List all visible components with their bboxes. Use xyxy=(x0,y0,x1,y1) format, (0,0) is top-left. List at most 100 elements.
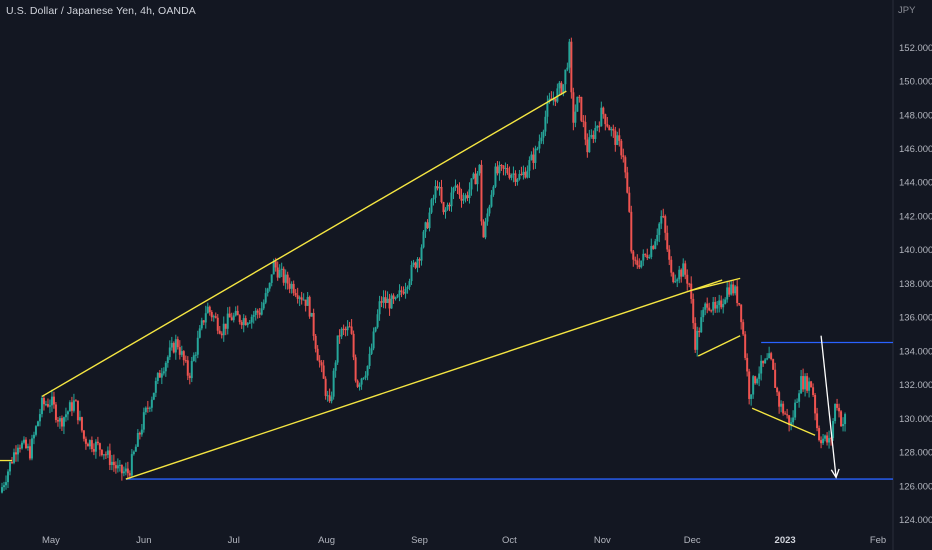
candle-body xyxy=(128,473,131,476)
candle-body xyxy=(646,255,649,258)
candle-body xyxy=(264,293,267,303)
candle-body xyxy=(150,399,153,408)
candle-body xyxy=(226,313,229,329)
candle-body xyxy=(174,339,177,353)
candle-body xyxy=(652,245,655,249)
symbol-title: U.S. Dollar / Japanese Yen, 4h, OANDA xyxy=(6,5,196,17)
candle-body xyxy=(356,380,359,387)
candle-body xyxy=(448,204,451,207)
candle-body xyxy=(566,67,569,70)
candle-body xyxy=(776,387,779,393)
candle-body xyxy=(486,213,489,222)
candle-body xyxy=(74,400,77,402)
candle-body xyxy=(62,417,65,427)
candle-body xyxy=(142,412,145,430)
candle-body xyxy=(604,114,607,125)
candle-body xyxy=(712,301,715,311)
candle-body xyxy=(728,287,731,295)
candle-body xyxy=(478,164,481,174)
candle-body xyxy=(0,487,3,493)
candle-body xyxy=(418,259,421,261)
candle-body xyxy=(516,179,519,182)
flag1-bottom-line xyxy=(697,335,741,357)
candle-body xyxy=(602,107,605,115)
candle-body xyxy=(594,127,597,140)
candle-body xyxy=(64,414,67,418)
candle-body xyxy=(494,166,497,187)
candle-body xyxy=(82,430,85,439)
candle-body xyxy=(790,422,793,426)
candle-body xyxy=(336,335,339,363)
candle-body xyxy=(392,295,395,299)
candle-body xyxy=(154,380,157,393)
candle-body xyxy=(296,295,299,299)
candle-body xyxy=(630,211,633,252)
candle-body xyxy=(378,301,381,315)
candle-body xyxy=(346,326,349,331)
candle-body xyxy=(388,298,391,309)
candle-body xyxy=(246,323,249,326)
candle-body xyxy=(288,283,291,289)
candle-body xyxy=(470,178,473,190)
projection-arrow xyxy=(820,335,837,478)
candle-body xyxy=(236,310,239,316)
flag1-top-line xyxy=(692,277,741,291)
candle-body xyxy=(738,303,741,305)
candle-body xyxy=(634,259,637,261)
candle-body xyxy=(606,124,609,127)
candle-body xyxy=(328,395,331,402)
candle-body xyxy=(598,125,601,127)
candle-body xyxy=(842,424,845,427)
candle-body xyxy=(496,166,499,174)
candle-body xyxy=(586,139,589,153)
candle-body xyxy=(108,450,111,465)
candle-body xyxy=(424,222,427,232)
candle-body xyxy=(800,376,803,394)
candle-body xyxy=(556,88,559,102)
candle-body xyxy=(690,283,693,299)
candle-body xyxy=(578,96,581,98)
x-tick-label: May xyxy=(42,535,60,546)
candle-body xyxy=(672,272,675,282)
candle-body xyxy=(522,171,525,175)
candle-body xyxy=(158,372,161,378)
candle-body xyxy=(354,357,357,381)
candle-body xyxy=(554,98,557,102)
candle-body xyxy=(798,393,801,402)
candle-body xyxy=(232,315,235,321)
candle-body xyxy=(614,130,617,145)
candle-body xyxy=(760,360,763,374)
candle-body xyxy=(472,173,475,179)
candle-body xyxy=(32,434,35,439)
candle-body xyxy=(420,247,423,261)
candle-body xyxy=(196,337,199,355)
candle-body xyxy=(298,297,301,299)
y-tick-label: 140.000 xyxy=(899,245,932,256)
candle-body xyxy=(762,360,765,364)
candle-body xyxy=(618,135,621,141)
candle-body xyxy=(732,284,735,294)
candle-body xyxy=(628,192,631,212)
upper-channel-line xyxy=(41,90,567,398)
candle-body xyxy=(372,331,375,349)
candle-body xyxy=(500,164,503,166)
candle-body xyxy=(510,174,513,178)
candle-body xyxy=(56,419,59,422)
candle-body xyxy=(720,300,723,308)
y-tick-label: 146.000 xyxy=(899,144,932,155)
candle-body xyxy=(636,260,639,266)
candle-body xyxy=(802,376,805,390)
candle-body xyxy=(514,173,517,182)
candle-body xyxy=(342,328,345,330)
currency-label: JPY xyxy=(898,5,916,16)
candle-body xyxy=(700,317,703,333)
candle-body xyxy=(230,317,233,321)
candle-body xyxy=(404,288,407,294)
y-tick-label: 144.000 xyxy=(899,178,932,189)
candle-body xyxy=(30,438,33,459)
candle-body xyxy=(322,365,325,379)
candle-body xyxy=(664,216,667,233)
candle-body xyxy=(512,173,515,175)
